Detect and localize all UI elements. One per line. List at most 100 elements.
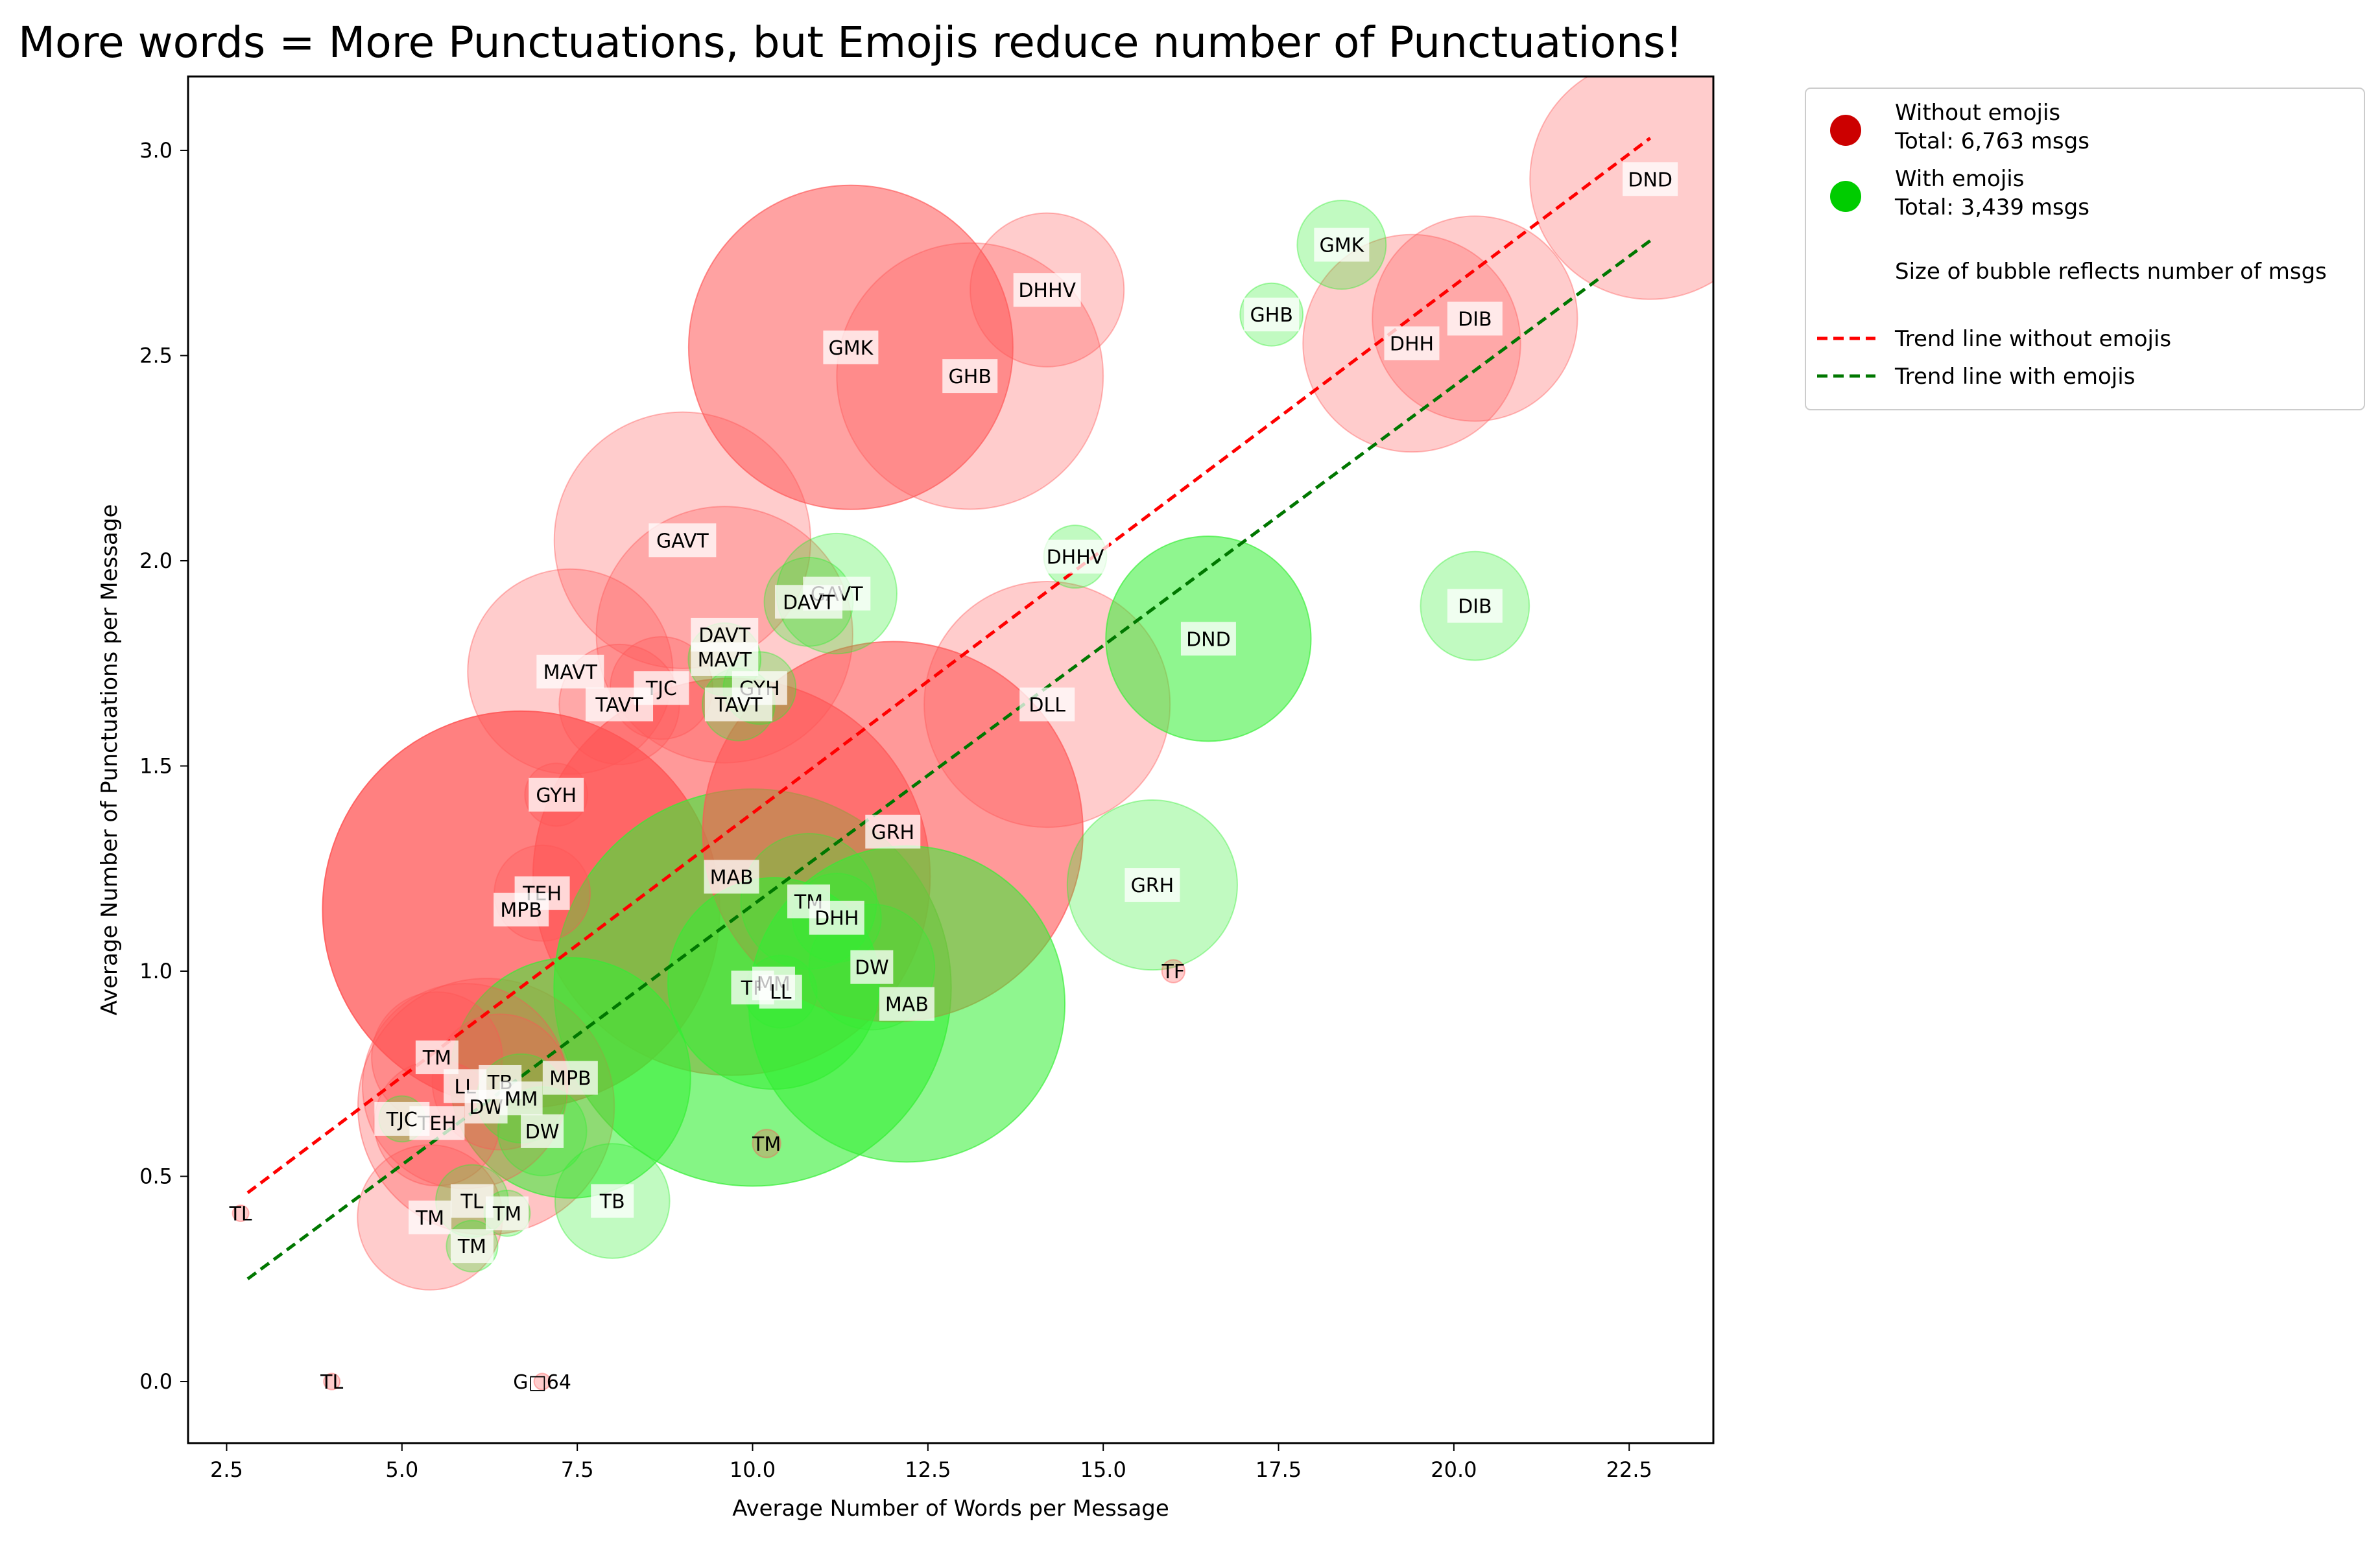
label-box-with-emojis-dhh-12 — [809, 900, 864, 935]
label-box-without-emojis-gmk-4 — [823, 330, 879, 364]
label-box-with-emojis-dw-20 — [521, 1114, 564, 1148]
bubble-label-with-emojis-grh-10: GRH — [1131, 875, 1174, 897]
x-tick-label: 15.0 — [1080, 1457, 1126, 1482]
label-box-without-emojis-dll-11 — [1019, 687, 1075, 722]
label-box-with-emojis-davt-4 — [775, 585, 843, 619]
bubble-label-without-emojis-tm-22: TM — [415, 1207, 444, 1230]
y-tick-label: 2.0 — [139, 548, 173, 573]
label-box-with-emojis-gmk-0 — [1314, 228, 1370, 262]
x-axis-label: Average Number of Words per Message — [732, 1496, 1169, 1522]
x-tick-label: 20.0 — [1431, 1457, 1477, 1482]
bubble-label-without-emojis-dib-1: DIB — [1458, 308, 1492, 331]
bubble-label-with-emojis-tl-23: TL — [460, 1191, 483, 1214]
bubble-label-without-emojis-dnd-0: DND — [1628, 169, 1672, 191]
label-box-with-emojis-mpb-18 — [542, 1061, 598, 1095]
label-box-with-emojis-dw-14 — [850, 950, 894, 984]
label-box-without-emojis-tm-22 — [409, 1200, 452, 1234]
plot-frame — [187, 75, 1715, 1444]
bubble-label-with-emojis-mm-19: MM — [505, 1088, 538, 1111]
bubble-label-without-emojis-mavt-8: MAVT — [543, 661, 598, 684]
x-tick-label: 10.0 — [730, 1457, 776, 1482]
bubble-label-with-emojis-ll-16: LL — [770, 982, 792, 1004]
label-box-without-emojis-gavt-6 — [649, 523, 717, 558]
bubble-label-without-emojis-grh-13: GRH — [871, 821, 914, 844]
bubble-label-with-emojis-tjc-21: TJC — [386, 1109, 418, 1131]
legend-sublabel-1: Total: 3,439 msgs — [1894, 194, 2089, 220]
bubble-label-without-emojis-dhh-2: DHH — [1390, 333, 1434, 355]
y-axis-label: Average Number of Punctuations per Messa… — [97, 504, 123, 1016]
label-box-without-emojis-ghb-5 — [942, 359, 998, 394]
bubble-label-without-emojis-gavt-6: GAVT — [656, 530, 709, 552]
bubble-label-with-emojis-tb-22: TB — [599, 1191, 625, 1214]
bubble-label-without-emojis-tl-26: TL — [320, 1371, 343, 1394]
y-tick-label: 0.0 — [139, 1369, 173, 1394]
y-tick-label: 2.5 — [139, 343, 173, 368]
bubble-without-emojis-g64-27 — [533, 1372, 551, 1391]
x-tick-label: 7.5 — [561, 1457, 594, 1482]
label-box-without-emojis-mavt-8 — [536, 654, 604, 688]
label-box-with-emojis-tjc-21 — [374, 1101, 430, 1136]
trend-line-without-emojis — [246, 136, 1652, 1194]
bubble-label-without-emojis-tf-24: TF — [1161, 961, 1185, 983]
y-tick-label: 3.0 — [139, 138, 173, 163]
bubble-label-with-emojis-mavt-7: MAVT — [698, 649, 752, 672]
bubble-label-without-emojis-gmk-4: GMK — [828, 337, 874, 360]
label-box-with-emojis-ll-16 — [759, 974, 802, 1009]
bubble-without-emojis-tf-24 — [1161, 959, 1186, 983]
bubble-label-with-emojis-ghb-1: GHB — [1250, 304, 1293, 327]
label-box-without-emojis-gyh-12 — [529, 777, 584, 812]
bubble-without-emojis-dnd-0 — [1529, 76, 1713, 300]
label-box-with-emojis-tb-22 — [591, 1184, 634, 1218]
label-box-with-emojis-dib-5 — [1447, 589, 1503, 623]
legend-label-1: With emojis — [1895, 166, 2024, 192]
label-box-with-emojis-mm-19 — [499, 1081, 543, 1116]
bubble-label-without-emojis-gyh-12: GYH — [536, 784, 577, 807]
x-tick-label: 17.5 — [1255, 1457, 1302, 1482]
bubble-label-with-emojis-tavt-9: TAVT — [714, 694, 763, 717]
bubble-label-without-emojis-mpb-16: MPB — [500, 899, 542, 922]
x-tick-label: 2.5 — [210, 1457, 243, 1482]
label-box-with-emojis-dnd-6 — [1180, 622, 1236, 656]
label-box-without-emojis-grh-13 — [865, 814, 921, 849]
label-box-with-emojis-tm-25 — [450, 1229, 494, 1264]
x-tick-label: 12.5 — [905, 1457, 951, 1482]
legend-note: Size of bubble reflects number of msgs — [1895, 259, 2327, 285]
x-tick-label: 5.0 — [385, 1457, 418, 1482]
bubble-label-without-emojis-tm-17: TM — [422, 1047, 451, 1070]
y-tick-label: 0.5 — [139, 1164, 173, 1189]
bubble-label-with-emojis-dnd-6: DND — [1186, 628, 1231, 651]
bubble-label-with-emojis-dhhv-2: DHHV — [1047, 547, 1104, 569]
bubble-without-emojis-tm-23 — [752, 1129, 781, 1159]
bubble-label-without-emojis-dll-11: DLL — [1029, 694, 1065, 717]
bubble-label-with-emojis-tm-24: TM — [492, 1203, 521, 1226]
legend-marker-0 — [1830, 115, 1861, 146]
legend-box — [1805, 88, 2365, 410]
label-box-without-emojis-dib-1 — [1447, 301, 1503, 336]
plot-area: DND DIB DHH DHHV GMK GHB GAVT DAVT MAVT TJC TAVT DL… — [229, 76, 1713, 1394]
label-box-with-emojis-ghb-1 — [1244, 298, 1300, 332]
label-box-without-emojis-dnd-0 — [1623, 162, 1678, 196]
bubble-label-without-emojis-tm-23: TM — [752, 1133, 781, 1156]
legend-label-4: Trend line with emojis — [1894, 364, 2135, 390]
bubble-label-without-emojis-tl-25: TL — [229, 1203, 252, 1226]
bubble-label-with-emojis-mab-17: MAB — [885, 994, 929, 1017]
label-box-without-emojis-tm-17 — [415, 1040, 458, 1074]
bubble-without-emojis-tl-25 — [232, 1205, 250, 1223]
label-box-with-emojis-mavt-7 — [691, 642, 759, 676]
bubble-label-with-emojis-tm-25: TM — [457, 1236, 486, 1258]
bubble-label-with-emojis-davt-4: DAVT — [783, 591, 835, 614]
bubble-label-without-emojis-mab-14: MAB — [710, 866, 754, 889]
bubble-label-without-emojis-dw-19: DW — [469, 1096, 503, 1119]
legend-sublabel-0: Total: 6,763 msgs — [1894, 128, 2089, 154]
legend-marker-1 — [1830, 181, 1861, 212]
bubble-label-with-emojis-dw-20: DW — [525, 1121, 560, 1144]
label-box-without-emojis-mpb-16 — [494, 893, 549, 927]
bubble-label-with-emojis-dhh-12: DHH — [815, 908, 859, 930]
label-box-without-emojis-dhhv-3 — [1013, 273, 1081, 307]
bubble-label-with-emojis-gmk-0: GMK — [1319, 235, 1364, 257]
x-tick-label: 22.5 — [1606, 1457, 1652, 1482]
label-box-without-emojis-dhh-2 — [1384, 326, 1440, 360]
bubble-label-without-emojis-ghb-5: GHB — [949, 366, 992, 388]
